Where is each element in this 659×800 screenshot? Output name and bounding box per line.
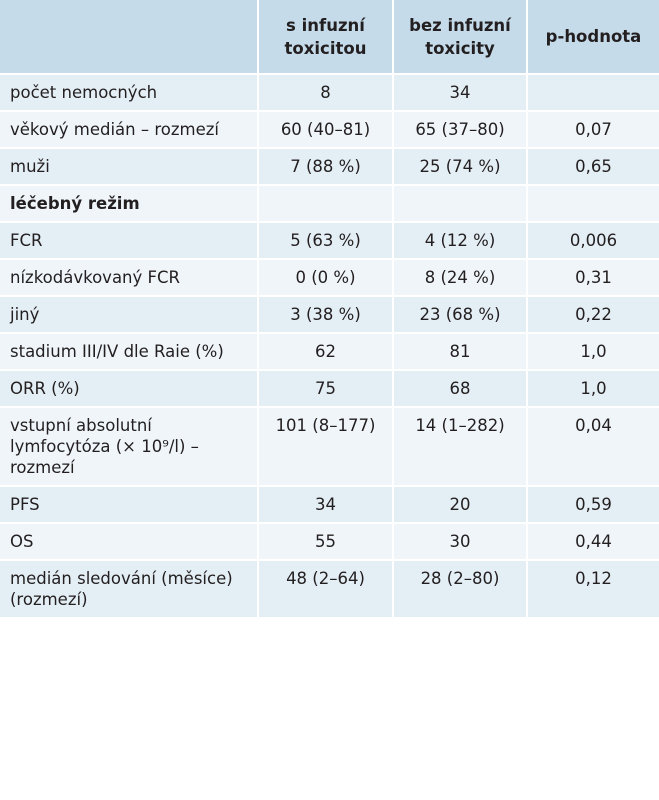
p-value: 1,0 bbox=[527, 370, 659, 408]
value-without-toxicity: 14 (1–282) bbox=[393, 407, 528, 487]
value-without-toxicity: 34 bbox=[393, 74, 528, 112]
row-label: nízkodávkovaný FCR bbox=[0, 259, 259, 297]
header-p-value: p-hodnota bbox=[527, 0, 659, 75]
row-label: stadium III/IV dle Raie (%) bbox=[0, 333, 259, 371]
table-row: nízkodávkovaný FCR 0 (0 %) 8 (24 %) 0,31 bbox=[0, 259, 659, 297]
table-row: PFS 34 20 0,59 bbox=[0, 486, 659, 524]
table-row: vstupní absolutní lymfocytóza (× 10⁹/l) … bbox=[0, 407, 659, 487]
value-without-toxicity: 23 (68 %) bbox=[393, 296, 528, 334]
value-with-toxicity: 75 bbox=[258, 370, 394, 408]
value-with-toxicity: 34 bbox=[258, 486, 394, 524]
p-value: 1,0 bbox=[527, 333, 659, 371]
value-with-toxicity: 62 bbox=[258, 333, 394, 371]
value-without-toxicity: 65 (37–80) bbox=[393, 111, 528, 149]
p-value: 0,006 bbox=[527, 222, 659, 260]
section-label: léčebný režim bbox=[0, 185, 259, 223]
p-value: 0,22 bbox=[527, 296, 659, 334]
p-value bbox=[527, 185, 659, 223]
value-with-toxicity bbox=[258, 185, 394, 223]
value-with-toxicity: 8 bbox=[258, 74, 394, 112]
p-value: 0,12 bbox=[527, 560, 659, 619]
comparison-table: s infuzní toxicitou bez infuzní toxicity… bbox=[0, 0, 659, 619]
value-without-toxicity: 81 bbox=[393, 333, 528, 371]
p-value: 0,04 bbox=[527, 407, 659, 487]
row-label: OS bbox=[0, 523, 259, 561]
row-label: FCR bbox=[0, 222, 259, 260]
header-empty-cell bbox=[0, 0, 259, 75]
header-without-toxicity: bez infuzní toxicity bbox=[393, 0, 528, 75]
value-with-toxicity: 55 bbox=[258, 523, 394, 561]
value-with-toxicity: 7 (88 %) bbox=[258, 148, 394, 186]
table-row: FCR 5 (63 %) 4 (12 %) 0,006 bbox=[0, 222, 659, 260]
value-with-toxicity: 48 (2–64) bbox=[258, 560, 394, 619]
value-without-toxicity: 4 (12 %) bbox=[393, 222, 528, 260]
table-row: jiný 3 (38 %) 23 (68 %) 0,22 bbox=[0, 296, 659, 334]
value-with-toxicity: 0 (0 %) bbox=[258, 259, 394, 297]
value-without-toxicity bbox=[393, 185, 528, 223]
row-label: ORR (%) bbox=[0, 370, 259, 408]
value-with-toxicity: 101 (8–177) bbox=[258, 407, 394, 487]
header-with-toxicity: s infuzní toxicitou bbox=[258, 0, 394, 75]
value-without-toxicity: 8 (24 %) bbox=[393, 259, 528, 297]
row-label: vstupní absolutní lymfocytóza (× 10⁹/l) … bbox=[0, 407, 259, 487]
value-with-toxicity: 3 (38 %) bbox=[258, 296, 394, 334]
section-row: léčebný režim bbox=[0, 185, 659, 223]
row-label: PFS bbox=[0, 486, 259, 524]
row-label: jiný bbox=[0, 296, 259, 334]
value-with-toxicity: 5 (63 %) bbox=[258, 222, 394, 260]
p-value: 0,07 bbox=[527, 111, 659, 149]
row-label: medián sledování (měsíce) (rozmezí) bbox=[0, 560, 259, 619]
p-value: 0,59 bbox=[527, 486, 659, 524]
value-with-toxicity: 60 (40–81) bbox=[258, 111, 394, 149]
table-row: medián sledování (měsíce) (rozmezí) 48 (… bbox=[0, 560, 659, 619]
value-without-toxicity: 28 (2–80) bbox=[393, 560, 528, 619]
table-row: počet nemocných 8 34 bbox=[0, 74, 659, 112]
table-row: OS 55 30 0,44 bbox=[0, 523, 659, 561]
table-row: muži 7 (88 %) 25 (74 %) 0,65 bbox=[0, 148, 659, 186]
value-without-toxicity: 68 bbox=[393, 370, 528, 408]
p-value bbox=[527, 74, 659, 112]
table-row: ORR (%) 75 68 1,0 bbox=[0, 370, 659, 408]
value-without-toxicity: 30 bbox=[393, 523, 528, 561]
value-without-toxicity: 20 bbox=[393, 486, 528, 524]
p-value: 0,44 bbox=[527, 523, 659, 561]
row-label: věkový medián – rozmezí bbox=[0, 111, 259, 149]
row-label: počet nemocných bbox=[0, 74, 259, 112]
table-row: stadium III/IV dle Raie (%) 62 81 1,0 bbox=[0, 333, 659, 371]
table-row: věkový medián – rozmezí 60 (40–81) 65 (3… bbox=[0, 111, 659, 149]
p-value: 0,65 bbox=[527, 148, 659, 186]
p-value: 0,31 bbox=[527, 259, 659, 297]
row-label: muži bbox=[0, 148, 259, 186]
table-header-row: s infuzní toxicitou bez infuzní toxicity… bbox=[0, 0, 659, 75]
value-without-toxicity: 25 (74 %) bbox=[393, 148, 528, 186]
